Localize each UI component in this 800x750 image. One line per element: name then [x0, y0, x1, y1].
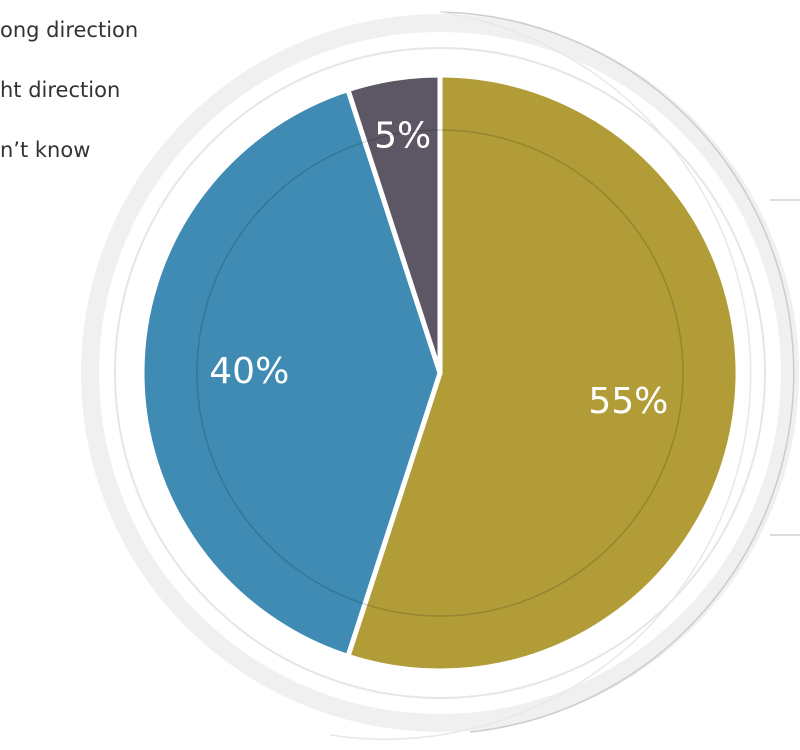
value-label: 55%: [588, 381, 668, 422]
pie: 55% 40% 5%: [139, 72, 741, 674]
legend-label: ht direction: [0, 78, 120, 102]
legend-label: n’t know: [0, 138, 90, 162]
value-label: 40%: [209, 351, 289, 392]
outer-ring: [81, 14, 799, 732]
pie-slice: [345, 72, 443, 376]
pie-slice: [139, 87, 443, 659]
decorative-rings: [81, 11, 800, 740]
legend: ong direction ht direction n’t know: [0, 18, 138, 162]
ring-arc: [439, 11, 795, 733]
ring: [114, 47, 766, 699]
legend-label: ong direction: [0, 18, 138, 42]
ring-arc: [329, 11, 752, 740]
value-label: 5%: [374, 116, 431, 157]
inner-ring: [196, 129, 684, 617]
pie-slice: [345, 72, 741, 674]
